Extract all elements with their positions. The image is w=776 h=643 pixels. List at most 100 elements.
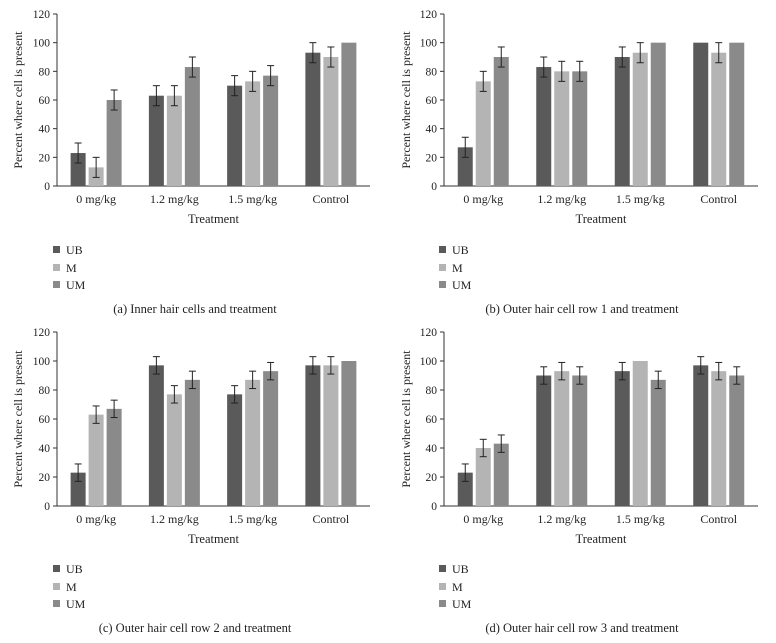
bar-UM bbox=[106, 100, 122, 186]
legend-swatch-M bbox=[53, 583, 60, 590]
bar-UM bbox=[493, 57, 509, 186]
bar-UM bbox=[341, 361, 357, 506]
legend-swatch-UM bbox=[53, 281, 60, 288]
bar-UB bbox=[693, 365, 709, 506]
y-tick-label: 80 bbox=[426, 385, 438, 397]
y-tick-label: 40 bbox=[39, 443, 51, 455]
y-tick-label: 100 bbox=[420, 356, 438, 368]
bar-UM bbox=[572, 375, 588, 506]
legend-swatch-UB bbox=[53, 565, 60, 572]
bar-UB bbox=[614, 371, 630, 506]
bar-UB bbox=[614, 57, 630, 186]
bar-UB bbox=[70, 153, 86, 186]
bar-UB bbox=[148, 95, 164, 186]
legend-swatch-UM bbox=[53, 600, 60, 607]
y-tick-label: 60 bbox=[426, 95, 438, 107]
legend-label-M: M bbox=[452, 261, 463, 275]
bar-UM bbox=[729, 42, 745, 186]
bar-UM bbox=[650, 42, 666, 186]
bar-UB bbox=[457, 147, 473, 186]
legend-label-UM: UM bbox=[66, 597, 86, 611]
x-category-label: 1.5 mg/kg bbox=[228, 192, 277, 206]
bar-UM bbox=[729, 375, 745, 506]
legend-label-M: M bbox=[66, 580, 77, 594]
legend-label-UB: UB bbox=[66, 562, 83, 576]
chart-caption: (d) Outer hair cell row 3 and treatment bbox=[485, 621, 679, 635]
chart-caption: (a) Inner hair cells and treatment bbox=[113, 302, 277, 316]
bar-M bbox=[554, 371, 570, 506]
chart-caption: (b) Outer hair cell row 1 and treatment bbox=[485, 302, 679, 316]
y-tick-label: 120 bbox=[420, 9, 438, 21]
x-category-label: 1.5 mg/kg bbox=[616, 512, 665, 526]
y-tick-label: 100 bbox=[420, 38, 438, 50]
bar-UM bbox=[493, 443, 509, 506]
bar-M bbox=[554, 71, 570, 186]
y-tick-label: 40 bbox=[39, 124, 51, 136]
x-category-label: 1.5 mg/kg bbox=[616, 192, 665, 206]
legend-label-UB: UB bbox=[66, 243, 83, 257]
x-category-label: 1.2 mg/kg bbox=[537, 512, 586, 526]
y-tick-label: 20 bbox=[426, 472, 438, 484]
y-axis-title: Percent where cell is present bbox=[11, 350, 25, 488]
bar-UB bbox=[693, 42, 709, 186]
legend-swatch-UB bbox=[439, 565, 446, 572]
bar-M bbox=[245, 81, 261, 186]
y-tick-label: 40 bbox=[426, 124, 438, 136]
y-tick-label: 0 bbox=[431, 181, 437, 193]
chart-panel-c: 0 20 40 60 80 100 120 Percent where cell is pre… bbox=[11, 327, 370, 635]
legend-label-UB: UB bbox=[452, 243, 469, 257]
x-axis-title: Treatment bbox=[188, 212, 239, 226]
bar-M bbox=[475, 81, 491, 186]
y-tick-label: 40 bbox=[426, 443, 438, 455]
y-tick-label: 80 bbox=[39, 66, 51, 78]
legend-swatch-M bbox=[439, 264, 446, 271]
y-tick-label: 120 bbox=[33, 9, 51, 21]
y-tick-label: 80 bbox=[426, 66, 438, 78]
y-tick-label: 0 bbox=[431, 501, 437, 513]
bar-UM bbox=[184, 67, 200, 186]
bar-UM bbox=[184, 379, 200, 506]
x-category-label: Control bbox=[313, 192, 350, 206]
x-category-label: 0 mg/kg bbox=[76, 192, 116, 206]
legend-label-M: M bbox=[452, 580, 463, 594]
bar-UB bbox=[536, 375, 552, 506]
bar-UM bbox=[341, 42, 357, 186]
y-tick-label: 20 bbox=[426, 152, 438, 164]
y-axis-title: Percent where cell is present bbox=[11, 31, 25, 169]
bar-UB bbox=[536, 67, 552, 186]
y-tick-label: 60 bbox=[39, 95, 51, 107]
y-tick-label: 20 bbox=[39, 152, 51, 164]
bar-M bbox=[632, 52, 648, 187]
legend-swatch-M bbox=[53, 264, 60, 271]
chart-caption: (c) Outer hair cell row 2 and treatment bbox=[99, 621, 292, 635]
bar-UB bbox=[305, 52, 321, 187]
x-category-label: 0 mg/kg bbox=[76, 512, 116, 526]
y-axis-title: Percent where cell is present bbox=[399, 31, 413, 169]
bar-M bbox=[711, 52, 727, 187]
bar-M bbox=[323, 57, 339, 186]
y-tick-label: 120 bbox=[33, 327, 51, 339]
bar-UB bbox=[227, 85, 243, 186]
x-axis-title: Treatment bbox=[188, 532, 239, 546]
bar-UB bbox=[148, 365, 164, 506]
bar-M bbox=[245, 379, 261, 506]
legend-swatch-UB bbox=[53, 246, 60, 253]
bar-UB bbox=[305, 365, 321, 506]
y-tick-label: 20 bbox=[39, 472, 51, 484]
y-tick-label: 60 bbox=[39, 414, 51, 426]
bar-M bbox=[166, 394, 182, 506]
legend-label-UM: UM bbox=[66, 278, 86, 292]
legend-swatch-UM bbox=[439, 600, 446, 607]
x-category-label: 1.2 mg/kg bbox=[150, 192, 199, 206]
bar-M bbox=[632, 361, 648, 506]
legend-label-UB: UB bbox=[452, 562, 469, 576]
bar-UM bbox=[650, 379, 666, 506]
y-tick-label: 80 bbox=[39, 385, 51, 397]
x-category-label: Control bbox=[700, 192, 737, 206]
bar-UB bbox=[227, 394, 243, 506]
chart-panel-d: 0 20 40 60 80 100 120 Percent where cell is pre… bbox=[399, 327, 758, 635]
legend-swatch-UM bbox=[439, 281, 446, 288]
bar-UM bbox=[572, 71, 588, 186]
legend-swatch-UB bbox=[439, 246, 446, 253]
legend-label-M: M bbox=[66, 261, 77, 275]
